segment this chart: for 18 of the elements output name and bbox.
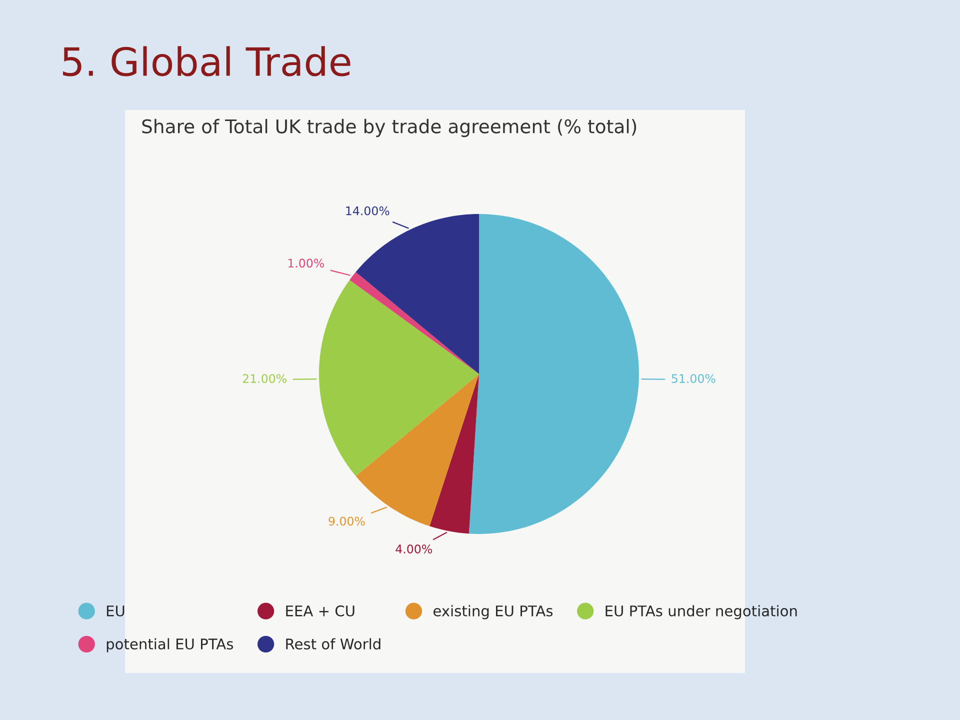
data-label: 14.00%: [346, 206, 390, 216]
data-label: 9.00%: [328, 516, 365, 526]
legend-label: EU PTAs under negotiation: [606, 605, 797, 620]
legend-label: EEA + CU: [286, 605, 354, 616]
legend-label: existing EU PTAs: [433, 605, 553, 620]
legend-label: Rest of World: [286, 638, 380, 650]
chart-subtitle: Share of Total UK trade by trade agreement (% total): [142, 118, 636, 138]
pie-slice: [319, 280, 479, 476]
chart-title: 5. Global Trade: [63, 46, 350, 76]
data-label: 4.00%: [396, 544, 432, 554]
pie-slice: [468, 214, 639, 534]
data-label: 21.00%: [242, 374, 286, 384]
legend-label: potential EU PTAs: [106, 638, 234, 652]
data-label: 51.00%: [672, 374, 716, 384]
legend-label: EU: [106, 606, 124, 616]
data-label: 1.00%: [288, 258, 324, 268]
pie-slice: [350, 272, 479, 374]
pie-slice: [356, 214, 479, 374]
